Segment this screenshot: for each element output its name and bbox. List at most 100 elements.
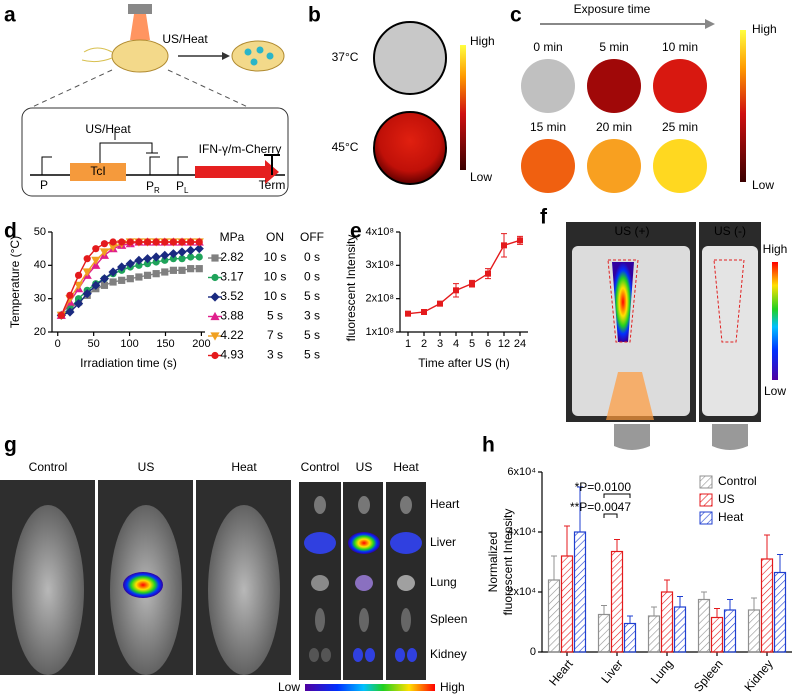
legend-on: 3 s: [267, 348, 283, 362]
region: [713, 259, 745, 343]
time-label: 25 min: [662, 120, 698, 134]
y-tick-label: 1x10⁸: [366, 326, 395, 338]
marker: [178, 255, 186, 263]
marker: [135, 238, 143, 246]
color-bar: [772, 262, 778, 380]
marker: [82, 289, 92, 299]
error-bar: [751, 597, 757, 610]
x-tick-label: 50: [88, 338, 100, 350]
legend-on: 10 s: [264, 250, 287, 264]
granule: [266, 52, 274, 60]
organ: [355, 575, 373, 591]
marker: [169, 266, 177, 274]
legend-on: 10 s: [264, 289, 287, 303]
bar: [573, 531, 587, 653]
x-tick-label: 5: [469, 338, 475, 350]
panel-letter: d: [4, 220, 17, 243]
time-label: 10 min: [662, 40, 698, 54]
time-label: 0 min: [533, 40, 562, 54]
marker: [178, 238, 186, 246]
bar: [597, 613, 611, 653]
legend-label: 2.82: [220, 250, 244, 264]
transducer: [712, 424, 748, 450]
bar: [560, 555, 574, 653]
bar: [673, 606, 687, 653]
transducer: [614, 424, 650, 450]
legend-label: US: [718, 492, 735, 506]
x-axis-label: Time after US (h): [418, 356, 510, 370]
legend-off: 3 s: [304, 309, 320, 323]
bacterium: [231, 40, 285, 72]
bar: [710, 616, 724, 653]
error-bar: [714, 608, 720, 618]
y-tick-label: 50: [34, 226, 46, 238]
marker: [82, 268, 92, 277]
beam: [130, 14, 150, 40]
marker: [135, 273, 143, 281]
marker: [91, 280, 101, 290]
organ: [390, 532, 422, 554]
marker: [169, 255, 177, 263]
axis-label: Exposure time: [574, 2, 651, 16]
bar: [660, 591, 674, 653]
annotation: *P=0.0100: [575, 480, 632, 494]
marker: [178, 266, 186, 274]
marker: [118, 238, 126, 246]
marker: [152, 270, 160, 278]
marker: [99, 274, 110, 284]
x-tick-label: 150: [156, 338, 174, 350]
error-bar: [651, 606, 657, 616]
x-tick-label: 0: [55, 338, 61, 350]
label: Term: [259, 178, 286, 192]
x-tick-label: 200: [192, 338, 210, 350]
y-tick-label: 40: [34, 259, 46, 271]
marker: [469, 280, 475, 287]
error-bar: [664, 579, 670, 592]
color-bar: [305, 684, 435, 691]
error-bar: [701, 591, 707, 600]
marker: [109, 238, 117, 246]
marker: [485, 270, 491, 277]
granule: [250, 58, 258, 66]
y-tick-label: 0: [530, 646, 536, 658]
plate: [587, 59, 641, 113]
marker: [160, 250, 170, 260]
organ-label: Spleen: [430, 612, 467, 626]
legend-header: ON: [266, 230, 284, 244]
error-bar: [777, 554, 783, 573]
x-tick-label: 3: [437, 338, 443, 350]
panel-letter: c: [510, 4, 522, 27]
beam: [606, 372, 654, 420]
organ-label: Liver: [430, 535, 456, 549]
organ: [407, 648, 417, 662]
organ: [358, 496, 370, 514]
organ-label: Heart: [430, 497, 460, 511]
condition: US (+): [614, 224, 649, 238]
marker: [135, 261, 143, 269]
legend-swatch: [699, 511, 713, 525]
marker: [73, 281, 84, 290]
panel-b: b 37°C 45°C High Low: [308, 4, 495, 185]
y-axis-label: fluorescent Intensity: [501, 509, 515, 616]
time-label: 20 min: [596, 120, 632, 134]
label-sub: R: [154, 186, 160, 195]
marker: [195, 253, 203, 261]
legend-marker: [211, 351, 219, 360]
legend-label: Control: [718, 474, 757, 488]
label: PL: [176, 179, 189, 195]
legend-off: 5 s: [304, 328, 320, 342]
marker: [108, 267, 118, 277]
label: TcI: [90, 164, 105, 178]
y-tick-label: 4x10⁸: [366, 226, 395, 238]
error-bar: [727, 599, 733, 610]
marker: [152, 238, 160, 246]
marker: [421, 309, 427, 315]
plate: [521, 139, 575, 193]
error-bar: [551, 555, 557, 580]
condition: US (-): [714, 224, 746, 238]
scale-label: Low: [470, 170, 492, 184]
y-axis-label: Normalized: [486, 532, 500, 593]
scale-label: Low: [764, 384, 786, 398]
marker: [143, 238, 152, 246]
x-tick-label: Spleen: [691, 657, 726, 695]
